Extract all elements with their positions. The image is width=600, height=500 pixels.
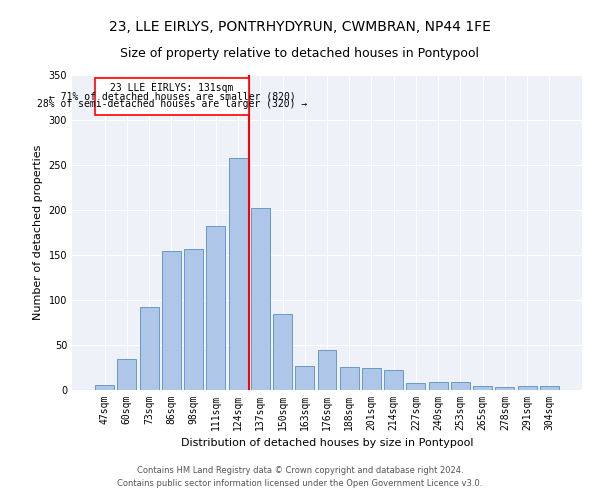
- Bar: [118, 360, 136, 390]
- Bar: [540, 386, 559, 390]
- Bar: [317, 350, 337, 390]
- Text: 23, LLE EIRLYS, PONTRHYDYRUN, CWMBRAN, NP44 1FE: 23, LLE EIRLYS, PONTRHYDYRUN, CWMBRAN, N…: [109, 20, 491, 34]
- Text: ← 71% of detached houses are smaller (820): ← 71% of detached houses are smaller (82…: [49, 91, 295, 101]
- Bar: [229, 158, 248, 390]
- Text: Contains HM Land Registry data © Crown copyright and database right 2024.
Contai: Contains HM Land Registry data © Crown c…: [118, 466, 482, 487]
- FancyBboxPatch shape: [95, 78, 249, 114]
- Bar: [518, 386, 536, 390]
- Bar: [429, 382, 448, 390]
- Bar: [206, 226, 225, 390]
- Bar: [162, 250, 181, 390]
- Bar: [384, 370, 403, 390]
- Bar: [496, 388, 514, 390]
- X-axis label: Distribution of detached houses by size in Pontypool: Distribution of detached houses by size …: [181, 438, 473, 448]
- Text: 28% of semi-detached houses are larger (320) →: 28% of semi-detached houses are larger (…: [37, 100, 307, 110]
- Bar: [140, 307, 158, 390]
- Bar: [184, 248, 203, 390]
- Bar: [473, 386, 492, 390]
- Bar: [295, 366, 314, 390]
- Text: Size of property relative to detached houses in Pontypool: Size of property relative to detached ho…: [121, 48, 479, 60]
- Bar: [340, 366, 359, 390]
- Bar: [362, 368, 381, 390]
- Text: 23 LLE EIRLYS: 131sqm: 23 LLE EIRLYS: 131sqm: [110, 83, 233, 93]
- Bar: [451, 382, 470, 390]
- Bar: [406, 383, 425, 390]
- Bar: [95, 384, 114, 390]
- Bar: [251, 208, 270, 390]
- Y-axis label: Number of detached properties: Number of detached properties: [33, 145, 43, 320]
- Bar: [273, 314, 292, 390]
